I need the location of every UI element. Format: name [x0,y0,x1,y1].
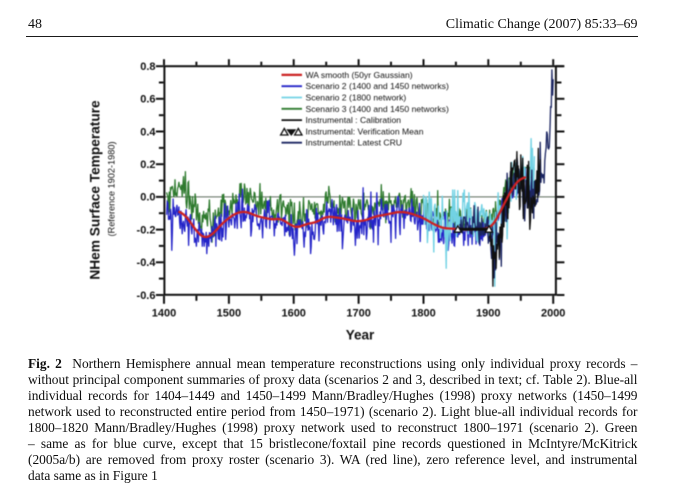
svg-text:1500: 1500 [217,308,241,320]
svg-text:NHem Surface Temperature: NHem Surface Temperature [88,100,103,280]
svg-text:0.8: 0.8 [140,61,155,73]
svg-text:0.4: 0.4 [140,126,156,138]
svg-text:Instrumental : Calibration: Instrumental : Calibration [306,115,402,125]
svg-text:1600: 1600 [281,308,305,320]
svg-text:1900: 1900 [476,308,500,320]
svg-text:Scenario 2 (1800 network): Scenario 2 (1800 network) [306,93,407,103]
svg-text:1700: 1700 [346,308,370,320]
svg-text:-0.2: -0.2 [137,224,156,236]
svg-text:-0.4: -0.4 [137,257,157,269]
svg-text:2000: 2000 [541,308,565,320]
svg-text:-0.6: -0.6 [137,290,156,302]
svg-text:0.6: 0.6 [140,94,155,106]
svg-text:Scenario 2 (1400 and 1450 netw: Scenario 2 (1400 and 1450 networks) [306,81,449,91]
svg-text:WA smooth (50yr Gaussian): WA smooth (50yr Gaussian) [306,70,413,80]
svg-text:1800: 1800 [411,308,435,320]
svg-text:Instrumental: Verification Mea: Instrumental: Verification Mean [306,126,424,136]
svg-text:(Reference 1902-1980): (Reference 1902-1980) [107,142,117,237]
svg-text:Instrumental: Latest CRU: Instrumental: Latest CRU [306,138,402,148]
svg-text:0.0: 0.0 [140,192,155,204]
svg-text:0.2: 0.2 [140,159,155,171]
svg-text:Year: Year [346,328,375,343]
svg-text:1400: 1400 [152,308,176,320]
svg-text:Scenario 3 (1400 and 1450 netw: Scenario 3 (1400 and 1450 networks) [306,104,449,114]
